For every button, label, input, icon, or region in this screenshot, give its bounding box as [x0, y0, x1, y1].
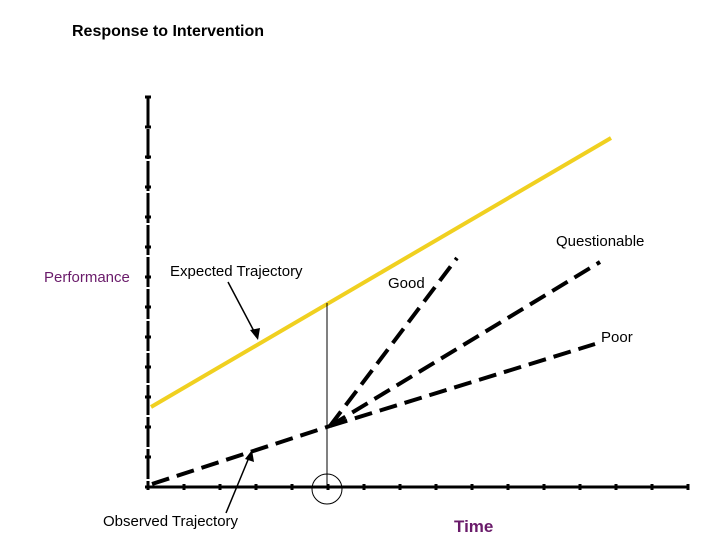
expected-trajectory-line — [149, 136, 613, 409]
x-axis-ticks — [146, 484, 690, 490]
observed-trajectory-line — [151, 424, 331, 486]
good-label: Good — [388, 275, 425, 292]
observed-arrow — [225, 454, 251, 514]
good-trajectory-line — [328, 256, 459, 428]
questionable-trajectory-line — [328, 260, 602, 428]
expected-arrow-head-icon — [250, 328, 260, 340]
questionable-label: Questionable — [556, 233, 645, 250]
expected-trajectory-label: Expected Trajectory — [170, 263, 303, 280]
poor-trajectory-line — [329, 342, 596, 428]
intervention-point-circle — [311, 473, 343, 505]
diagram-title: Response to Intervention — [72, 23, 265, 40]
expected-arrow — [227, 281, 257, 336]
observed-trajectory-label: Observed Trajectory — [103, 513, 239, 530]
observed-arrow-head-icon — [245, 450, 254, 462]
poor-label: Poor — [601, 329, 633, 346]
performance-axis-label: Performance — [44, 269, 130, 286]
time-axis-label: Time — [454, 517, 494, 536]
